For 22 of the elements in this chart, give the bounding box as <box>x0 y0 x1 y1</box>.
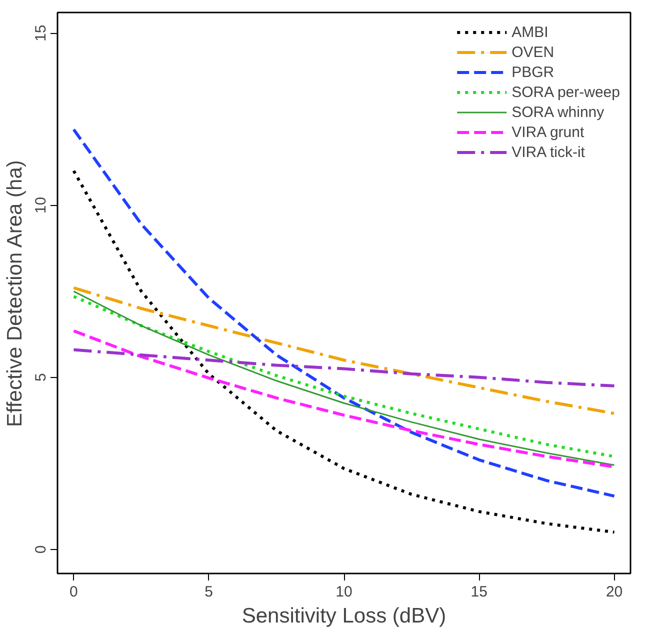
y-tick-label: 0 <box>32 545 50 554</box>
y-tick-label: 15 <box>32 24 50 42</box>
legend-label: SORA per-weep <box>512 84 620 100</box>
line-series <box>72 128 616 498</box>
legend-label: OVEN <box>512 44 554 60</box>
x-tick-label: 15 <box>470 584 488 600</box>
legend-label: PBGR <box>512 64 554 80</box>
line-series <box>72 286 616 415</box>
legend-label: VIRA tick-it <box>512 144 585 160</box>
legend-label: SORA whinny <box>512 104 604 120</box>
x-tick-label: 0 <box>70 584 78 600</box>
legend-label: AMBI <box>512 24 548 40</box>
line-series <box>72 348 616 388</box>
x-tick-label: 20 <box>606 584 623 600</box>
x-axis-title: Sensitivity Loss (dBV) <box>242 604 446 628</box>
y-axis-title: Effective Detection Area (ha) <box>4 160 26 428</box>
x-tick-label: 5 <box>204 584 214 600</box>
line-series <box>72 169 616 534</box>
legend-label: VIRA grunt <box>512 124 584 140</box>
x-tick-label: 10 <box>336 584 352 600</box>
y-tick-label: 5 <box>32 373 50 382</box>
y-tick-label: 10 <box>32 196 50 214</box>
